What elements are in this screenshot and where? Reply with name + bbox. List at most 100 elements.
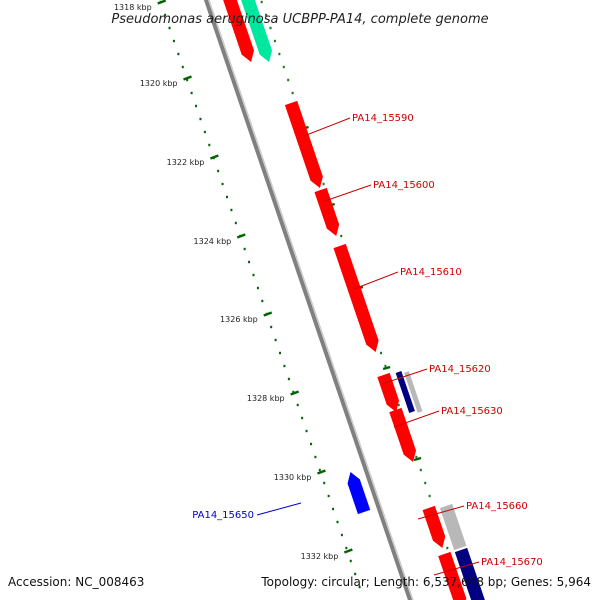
ruler-tick-label: 1328 kbp (247, 394, 285, 403)
gene-feature (241, 0, 273, 62)
ruler-tick (317, 469, 326, 475)
gene-label: PA14_15650 (192, 510, 254, 521)
ruler-tick-label: 1318 kbp (114, 3, 152, 12)
outer-track-dot (260, 0, 263, 4)
ruler-dot (279, 351, 282, 355)
outer-track-dot (278, 52, 281, 56)
label-leader (256, 502, 302, 516)
label-leader-lines (256, 117, 480, 576)
outer-track-dot (384, 364, 387, 368)
backbone-highlight (208, 0, 414, 600)
ruler-dot (354, 572, 357, 576)
ruler-dot (256, 286, 259, 290)
ruler-dot (252, 273, 255, 277)
position-ruler-ticks: 1318 kbp 1320 kbp 1322 kbp 1324 kbp 1326 kbp… (114, 0, 353, 561)
ruler-tick (236, 233, 246, 239)
ruler-dot (186, 78, 189, 82)
gene-label: PA14_15630 (441, 406, 503, 417)
ruler-tick-label: 1320 kbp (140, 79, 178, 88)
ruler-dot (195, 104, 198, 108)
topology-text: Topology: circular; Length: 6,537,648 bp… (260, 575, 591, 589)
gene-labels: PA14_15590 PA14_15600 PA14_15610 PA14_15620… (192, 113, 543, 568)
outer-track-dot (273, 39, 276, 43)
ruler-dot (318, 468, 321, 472)
ruler-dot (177, 52, 180, 56)
gene-feature-pa14-15670 (438, 551, 467, 600)
gene-feature-pa14-15630 (389, 407, 417, 462)
ruler-dot (287, 377, 290, 381)
ruler-tick (263, 311, 273, 317)
ruler-dot (203, 130, 206, 134)
ruler-dot (234, 221, 237, 225)
gene-label: PA14_15610 (400, 267, 462, 278)
outer-track-dot (322, 182, 325, 186)
ruler-dot (332, 507, 335, 511)
gene-feature-pa14-15590 (284, 100, 323, 188)
genome-title: Pseudomonas aeruginosa UCBPP-PA14, compl… (111, 12, 488, 27)
ruler-dot (314, 455, 317, 459)
outer-track-dot (340, 234, 343, 238)
outer-track-tick (413, 456, 422, 462)
ruler-dot (301, 416, 304, 420)
ruler-dot (190, 91, 193, 95)
ruler-tick-label: 1326 kbp (220, 315, 258, 324)
ruler-dot (309, 442, 312, 446)
outer-track-dot (269, 26, 272, 30)
ruler-dot (336, 520, 339, 524)
outer-track-dot (424, 481, 427, 485)
ruler-dot (345, 546, 348, 550)
ruler-dot (323, 481, 326, 485)
ruler-dot (261, 299, 264, 303)
outer-track-dot (446, 546, 449, 550)
ruler-dot (168, 26, 171, 30)
outer-track-dot (415, 455, 418, 459)
ruler-dot (230, 208, 233, 212)
label-leader (324, 184, 372, 202)
ruler-dot (274, 338, 277, 342)
outer-track-dot (282, 65, 285, 69)
gene-feature-pa14-15600 (314, 187, 340, 236)
gene-label: PA14_15620 (429, 364, 491, 375)
ruler-dot (296, 403, 299, 407)
outer-track-dot (265, 13, 268, 17)
gene-label: PA14_15590 (352, 113, 414, 124)
outer-track-dot (428, 494, 431, 498)
ruler-dot (181, 65, 184, 69)
ruler-tick (343, 548, 353, 554)
label-leader (303, 117, 351, 137)
gene-feature-pa14-15650 (347, 472, 371, 515)
ruler-tick-label: 1330 kbp (274, 473, 312, 482)
ruler-tick-label: 1324 kbp (194, 237, 232, 246)
genome-backbone (203, 0, 414, 600)
label-leader (393, 410, 440, 428)
ruler-dot (199, 117, 202, 121)
ruler-dot (208, 143, 211, 147)
ruler-dot (270, 325, 273, 329)
gene-label: PA14_15660 (466, 501, 528, 512)
ruler-dot (248, 260, 251, 264)
outer-track-dot (419, 468, 422, 472)
ruler-tick (157, 0, 167, 5)
gene-label: PA14_15600 (373, 180, 435, 191)
label-leader (433, 561, 480, 576)
ruler-tick-label: 1322 kbp (167, 158, 205, 167)
ruler-dot (221, 182, 224, 186)
gene-feature-gray (404, 371, 423, 413)
gene-feature-pa14-15620 (377, 372, 400, 412)
ruler-dot (172, 39, 175, 43)
ruler-dot (164, 13, 167, 17)
gene-feature-gray (439, 503, 467, 551)
gene-feature-pa14-15610 (333, 243, 379, 352)
outer-track-tick (382, 365, 391, 371)
ruler-dot (217, 169, 220, 173)
ruler-dot (327, 494, 330, 498)
position-ruler (159, 0, 361, 589)
accession-text: Accession: NC_008463 (8, 575, 144, 589)
outer-track-dot (291, 91, 294, 95)
ruler-tick-label: 1332 kbp (301, 552, 339, 561)
ruler-dot (292, 390, 295, 394)
outer-track-dot (287, 78, 290, 82)
ruler-tick (209, 154, 219, 160)
ruler-dot (225, 195, 228, 199)
